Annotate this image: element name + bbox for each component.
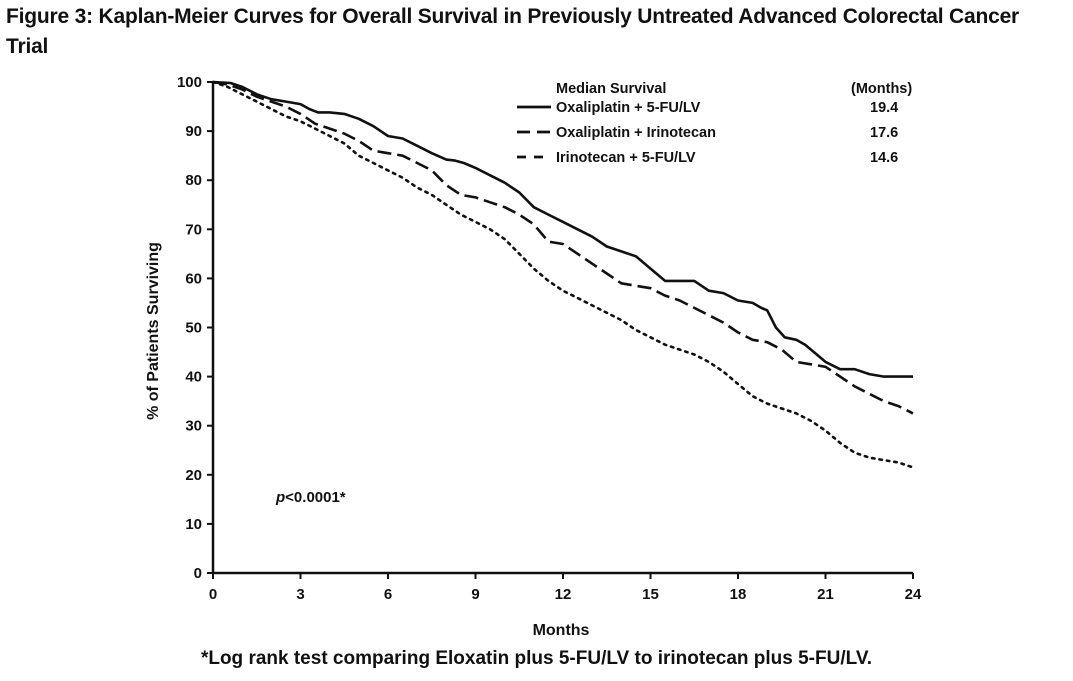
y-tick-label: 60 [185, 270, 202, 287]
y-tick-label: 30 [185, 418, 202, 435]
x-tick-label: 21 [817, 586, 834, 603]
x-tick-label: 15 [642, 586, 659, 603]
series-line-oxaliplatin-5-fu-lv [212, 80, 913, 378]
y-tick-label: 50 [185, 320, 202, 337]
footnote: *Log rank test comparing Eloxatin plus 5… [200, 648, 873, 669]
legend-median-value: 19.4 [870, 100, 898, 116]
legend-median-value: 17.6 [870, 125, 898, 141]
y-tick-label: 40 [185, 369, 202, 386]
y-tick-label: 100 [177, 74, 202, 91]
legend-series-name: Oxaliplatin + Irinotecan [556, 125, 716, 141]
series-line-irinotecan-5-fu-lv [211, 80, 915, 469]
figure-title: Figure 3: Kaplan-Meier Curves for Overal… [6, 5, 1020, 58]
y-axis-label: % of Patients Surviving [145, 242, 162, 420]
legend-value-header: (Months) [851, 81, 912, 97]
x-tick-label: 18 [730, 586, 747, 603]
p-value-annotation: p<0.0001* [275, 489, 346, 506]
x-tick-label: 3 [296, 586, 304, 603]
x-tick-label: 9 [471, 586, 479, 603]
x-tick-label: 0 [209, 586, 217, 603]
x-axis-label: Months [533, 622, 590, 639]
legend: Oxaliplatin + 5-FU/LV 19.4 Oxaliplatin + I… [517, 100, 898, 166]
y-tick-label: 70 [185, 221, 202, 238]
legend-median-value: 14.6 [870, 150, 898, 166]
legend-series-name: Irinotecan + 5-FU/LV [556, 150, 696, 166]
y-tick-label: 0 [194, 565, 202, 582]
x-axis-ticks: 0 3 6 9 12 15 18 21 24 [209, 573, 922, 603]
series-line-oxaliplatin-irinotecan [212, 80, 914, 415]
y-tick-label: 80 [185, 172, 202, 189]
y-axis-ticks: 0 10 20 30 40 50 60 70 80 90 100 [177, 74, 213, 582]
y-tick-label: 20 [185, 467, 202, 484]
x-tick-label: 12 [555, 586, 572, 603]
x-tick-label: 24 [905, 586, 922, 603]
legend-series-name: Oxaliplatin + 5-FU/LV [556, 100, 701, 116]
y-tick-label: 90 [185, 123, 202, 140]
legend-header: Median Survival [556, 81, 666, 97]
p-value-prefix: p [275, 489, 285, 506]
p-value-text: <0.0001* [285, 489, 346, 506]
survival-curves [211, 80, 915, 469]
y-tick-label: 10 [185, 516, 202, 533]
x-tick-label: 6 [384, 586, 392, 603]
